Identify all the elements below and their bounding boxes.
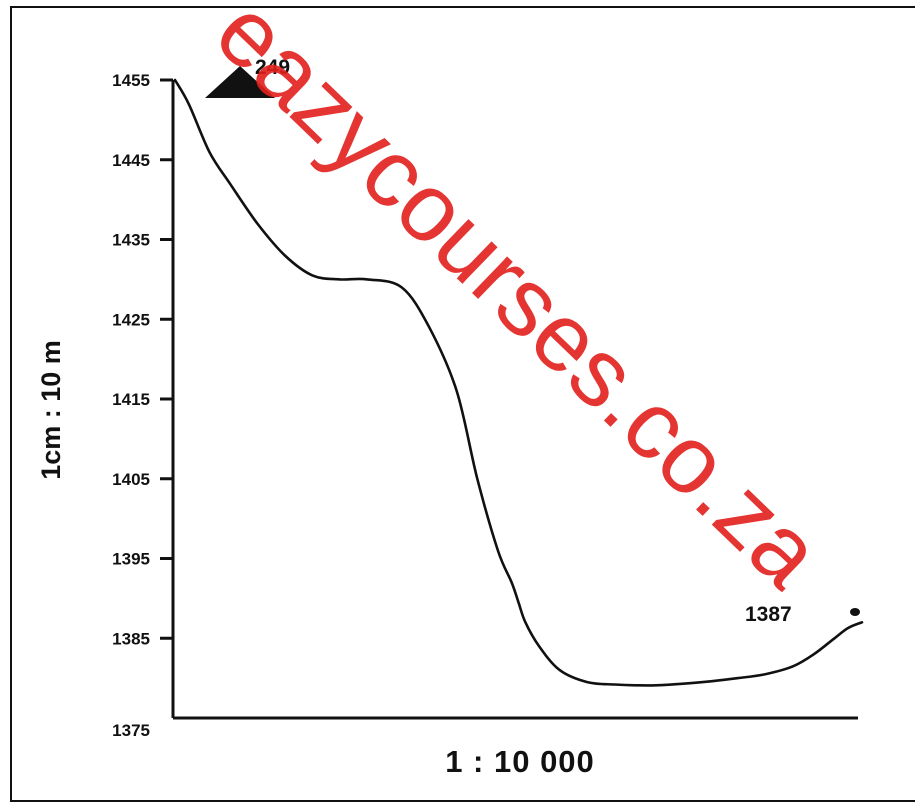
start-marker-label: 249: [255, 56, 290, 79]
y-tick-label: 1435: [112, 231, 150, 250]
y-tick-label: 1375: [112, 721, 150, 740]
watermark: eazycourses.co.za: [195, 0, 842, 608]
y-tick-label: 1415: [112, 390, 150, 409]
diagram-frame: [10, 6, 915, 802]
y-tick-label: 1405: [112, 470, 150, 489]
profile-line: [173, 78, 864, 687]
y-tick-label: 1385: [112, 629, 150, 648]
y-tick-label: 1425: [112, 310, 150, 329]
vertical-scale-label: 1cm : 10 m: [36, 340, 66, 480]
y-tick-label: 1445: [112, 151, 150, 170]
triangle-icon: [205, 66, 275, 98]
dot-icon: [850, 608, 860, 616]
watermark-text: eazycourses.co.za: [195, 0, 842, 608]
end-marker-label: 1387: [745, 603, 792, 626]
y-tick-label: 1395: [112, 550, 150, 569]
horizontal-scale-label: 1 : 10 000: [445, 744, 595, 779]
y-axis-ticks: 1455 1445 1435 1425 1415 1405 1395 1385 1375: [112, 71, 173, 740]
y-tick-label: 1455: [112, 71, 150, 90]
